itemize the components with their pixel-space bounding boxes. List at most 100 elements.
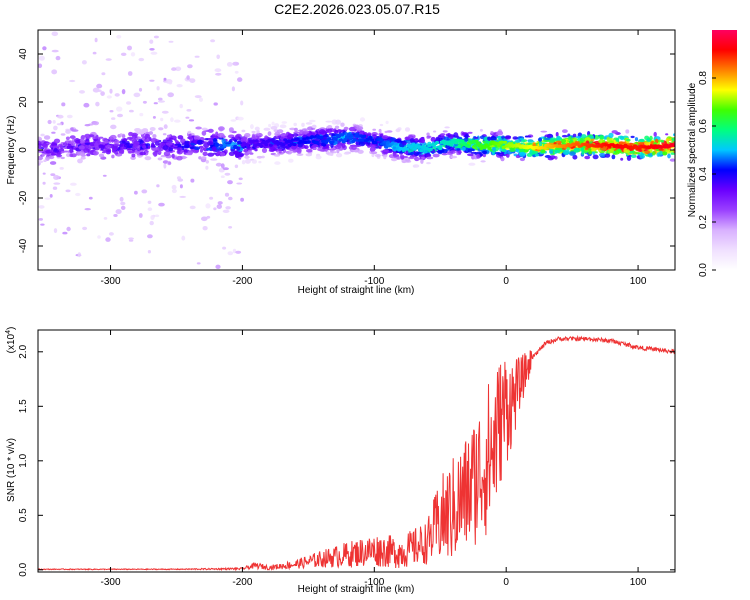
spectrogram-cell (220, 175, 225, 178)
spectrogram-cell (227, 180, 233, 185)
spectrogram-cell (291, 144, 297, 150)
spectrogram-cell (568, 140, 572, 143)
spectrogram-cell (343, 126, 349, 131)
spectrogram-cell (608, 140, 615, 143)
spectrogram-x-tick-label: -200 (232, 276, 252, 287)
spectrogram-cell (445, 148, 449, 152)
spectrogram-cell (45, 156, 50, 161)
spectrogram-ridge-cell (672, 143, 675, 147)
spectrogram-cell (232, 61, 239, 66)
spectrogram-cell (395, 128, 401, 133)
spectrogram-cell (231, 136, 236, 141)
spectrogram-cell (70, 153, 77, 158)
spectrogram-cell (168, 40, 174, 43)
spectrogram-ridge-cell (428, 147, 433, 151)
spectrogram-cell (38, 55, 45, 61)
spectrogram-cell (639, 138, 645, 143)
spectrogram-cell (464, 134, 469, 139)
spectrogram-cell (617, 148, 621, 152)
spectrogram-cell (327, 125, 333, 129)
spectrogram-cell (51, 49, 59, 53)
spectrogram-cell (105, 144, 111, 149)
spectrogram-cell (201, 127, 208, 131)
spectrogram-cell (599, 153, 606, 157)
spectrogram-cell (479, 128, 483, 132)
spectrogram-y-axis-label: Frequency (Hz) (6, 116, 17, 185)
spectrogram-cell (279, 124, 287, 129)
spectrogram-cell (634, 137, 639, 142)
spectrogram-cell (179, 195, 187, 198)
spectrogram-cell (584, 147, 589, 151)
spectrogram-cell (427, 135, 432, 138)
snr-series-line (38, 334, 675, 572)
spectrogram-cell (399, 154, 405, 159)
spectrogram-cell (474, 152, 478, 156)
spectrogram-cell (509, 148, 516, 152)
spectrogram-cells (38, 31, 675, 269)
spectrogram-cell (220, 152, 226, 157)
spectrogram-cell (82, 226, 88, 231)
spectrogram-cell (218, 126, 225, 131)
spectrogram-cell (501, 148, 506, 153)
spectrogram-cell (184, 140, 190, 145)
spectrogram-cell (62, 231, 68, 235)
spectrogram-cell (572, 133, 577, 138)
spectrogram-ridge-cell (435, 140, 440, 145)
spectrogram-cell (169, 137, 174, 140)
spectrogram-ridge-cell (473, 144, 478, 148)
spectrogram-ridge-cell (356, 134, 360, 138)
spectrogram-cell (156, 184, 160, 188)
spectrogram-cell (86, 153, 91, 157)
spectrogram-cell (575, 136, 582, 139)
spectrogram-cell (100, 91, 105, 96)
spectrogram-cell (381, 135, 389, 140)
spectrogram-cell (543, 137, 551, 141)
spectrogram-cell (156, 86, 160, 91)
spectrogram-ridge-cell (357, 138, 362, 142)
spectrogram-cell (218, 137, 224, 140)
spectrogram-cell (153, 151, 158, 157)
spectrogram-cell (573, 147, 580, 153)
spectrogram-cell (69, 79, 76, 83)
snr-multiplier-exponent: 4 (5, 330, 12, 334)
spectrogram-cell (53, 182, 61, 185)
spectrogram-cell (405, 158, 411, 162)
spectrogram-cell (176, 176, 182, 180)
spectrogram-cell (569, 151, 576, 156)
spectrogram-cell (138, 213, 143, 218)
spectrogram-cell (154, 214, 160, 218)
spectrogram-cell (223, 141, 230, 144)
snr-x-tick-label: 100 (630, 577, 647, 588)
spectrogram-ridge-cell (343, 138, 348, 142)
spectrogram-cell (540, 150, 546, 154)
spectrogram-cell (360, 138, 366, 142)
spectrogram-cell (42, 172, 46, 175)
spectrogram-cell (200, 148, 203, 153)
spectrogram-cell (669, 158, 675, 162)
spectrogram-cell (194, 95, 202, 99)
spectrogram-cell (240, 100, 244, 106)
spectrogram-ridge-cell (314, 140, 319, 144)
spectrogram-cell (209, 196, 214, 200)
spectrogram-cell (51, 131, 56, 134)
spectrogram-cell (51, 151, 55, 156)
spectrogram-cell (351, 145, 357, 151)
spectrogram-cell (62, 142, 68, 147)
spectrogram-cell (109, 110, 114, 113)
spectrogram-ridge-cell (352, 138, 357, 142)
spectrogram-cell (52, 186, 58, 190)
spectrogram-cell (274, 131, 281, 137)
spectrogram-cell (384, 154, 388, 157)
spectrogram-cell (132, 144, 137, 149)
spectrogram-cell (336, 148, 340, 154)
spectrogram-ridge-cell (295, 137, 300, 141)
spectrogram-ridge-cell (338, 138, 343, 142)
spectrogram-cell (175, 66, 182, 72)
spectrogram-cell (234, 70, 239, 74)
spectrogram-x-tick-label: -300 (101, 276, 121, 287)
spectrogram-cell (320, 149, 324, 152)
spectrogram-cell (57, 114, 64, 119)
spectrogram-cell (449, 150, 456, 154)
spectrogram-cell (244, 152, 250, 156)
spectrogram-cell (241, 129, 246, 133)
